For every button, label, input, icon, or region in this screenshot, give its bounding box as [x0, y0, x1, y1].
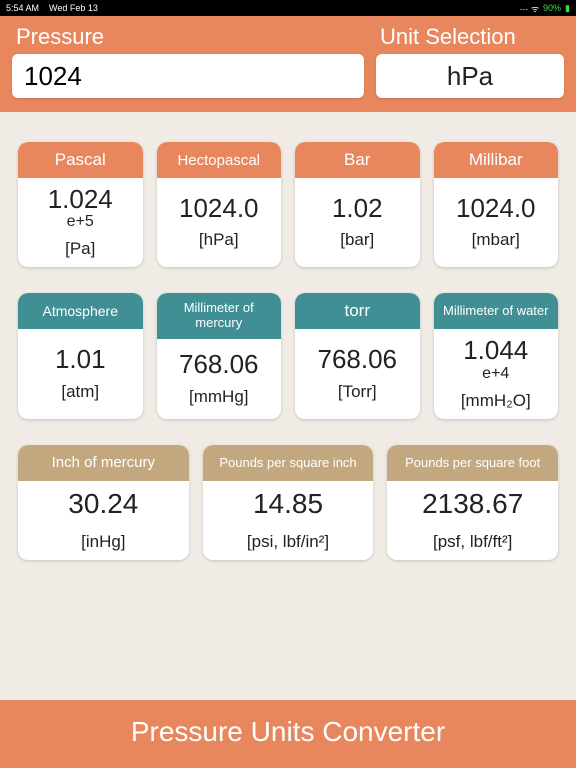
card-title: Millimeter of water [434, 293, 559, 329]
pressure-input-box[interactable] [12, 54, 364, 98]
card-symbol: [mmHg] [189, 387, 249, 407]
grid: Pascal 1.024 e+5 [Pa] Hectopascal 1024.0… [0, 112, 576, 560]
pressure-column: Pressure [12, 24, 364, 98]
card-value: 14.85 [253, 489, 323, 518]
card-symbol: [hPa] [199, 230, 239, 250]
wifi-icon: ⋯ ᯤ [519, 2, 539, 15]
unit-value: hPa [447, 61, 493, 92]
card-symbol: [mbar] [472, 230, 520, 250]
row-2: Atmosphere 1.01 [atm] Millimeter of merc… [18, 293, 558, 418]
card-value: 1.044 [463, 337, 528, 364]
card-value: 2138.67 [422, 489, 523, 518]
card-title: Hectopascal [157, 142, 282, 178]
card-title: Millibar [434, 142, 559, 178]
card-mmh2o[interactable]: Millimeter of water 1.044 e+4 [mmH₂O] [434, 293, 559, 418]
card-value: 1.01 [55, 346, 106, 373]
card-title: Millimeter of mercury [157, 293, 282, 339]
card-symbol: [psf, lbf/ft²] [433, 532, 512, 552]
card-title: Bar [295, 142, 420, 178]
status-right: ⋯ ᯤ 90% ▮ [519, 2, 570, 15]
card-psf[interactable]: Pounds per square foot 2138.67 [psf, lbf… [387, 445, 558, 560]
card-symbol: [inHg] [81, 532, 125, 552]
card-exp: e+5 [67, 213, 94, 231]
card-inhg[interactable]: Inch of mercury 30.24 [inHg] [18, 445, 189, 560]
card-bar[interactable]: Bar 1.02 [bar] [295, 142, 420, 267]
row-3: Inch of mercury 30.24 [inHg] Pounds per … [18, 445, 558, 560]
pressure-input[interactable] [24, 61, 352, 92]
card-title: torr [295, 293, 420, 329]
status-left: 5:54 AM Wed Feb 13 [6, 3, 98, 13]
status-bar: 5:54 AM Wed Feb 13 ⋯ ᯤ 90% ▮ [0, 0, 576, 16]
card-symbol: [bar] [340, 230, 374, 250]
header: Pressure Unit Selection hPa [0, 16, 576, 112]
row-1: Pascal 1.024 e+5 [Pa] Hectopascal 1024.0… [18, 142, 558, 267]
card-symbol: [psi, lbf/in²] [247, 532, 329, 552]
card-millibar[interactable]: Millibar 1024.0 [mbar] [434, 142, 559, 267]
pressure-label: Pressure [12, 24, 364, 50]
card-mmhg[interactable]: Millimeter of mercury 768.06 [mmHg] [157, 293, 282, 418]
card-torr[interactable]: torr 768.06 [Torr] [295, 293, 420, 418]
card-value: 1024.0 [179, 195, 259, 222]
card-value: 1.024 [48, 186, 113, 213]
battery-level: 90% [543, 3, 561, 13]
card-value: 30.24 [68, 489, 138, 518]
unit-column: Unit Selection hPa [376, 24, 564, 98]
card-title: Pounds per square foot [387, 445, 558, 481]
card-hectopascal[interactable]: Hectopascal 1024.0 [hPa] [157, 142, 282, 267]
status-date: Wed Feb 13 [49, 3, 98, 13]
card-exp: e+4 [482, 365, 509, 383]
card-pascal[interactable]: Pascal 1.024 e+5 [Pa] [18, 142, 143, 267]
card-symbol: [mmH₂O] [461, 391, 531, 411]
card-title: Pounds per square inch [203, 445, 374, 481]
card-title: Atmosphere [18, 293, 143, 329]
footer-title: Pressure Units Converter [0, 700, 576, 768]
card-atmosphere[interactable]: Atmosphere 1.01 [atm] [18, 293, 143, 418]
battery-icon: ▮ [565, 3, 570, 14]
card-title: Pascal [18, 142, 143, 178]
card-title: Inch of mercury [18, 445, 189, 481]
card-symbol: [atm] [61, 382, 99, 402]
unit-label: Unit Selection [376, 24, 564, 50]
card-value: 1.02 [332, 195, 383, 222]
status-time: 5:54 AM [6, 3, 39, 13]
card-psi[interactable]: Pounds per square inch 14.85 [psi, lbf/i… [203, 445, 374, 560]
card-symbol: [Torr] [338, 382, 377, 402]
card-value: 1024.0 [456, 195, 536, 222]
card-value: 768.06 [179, 351, 259, 378]
card-value: 768.06 [317, 346, 397, 373]
unit-selector[interactable]: hPa [376, 54, 564, 98]
card-symbol: [Pa] [65, 239, 95, 259]
